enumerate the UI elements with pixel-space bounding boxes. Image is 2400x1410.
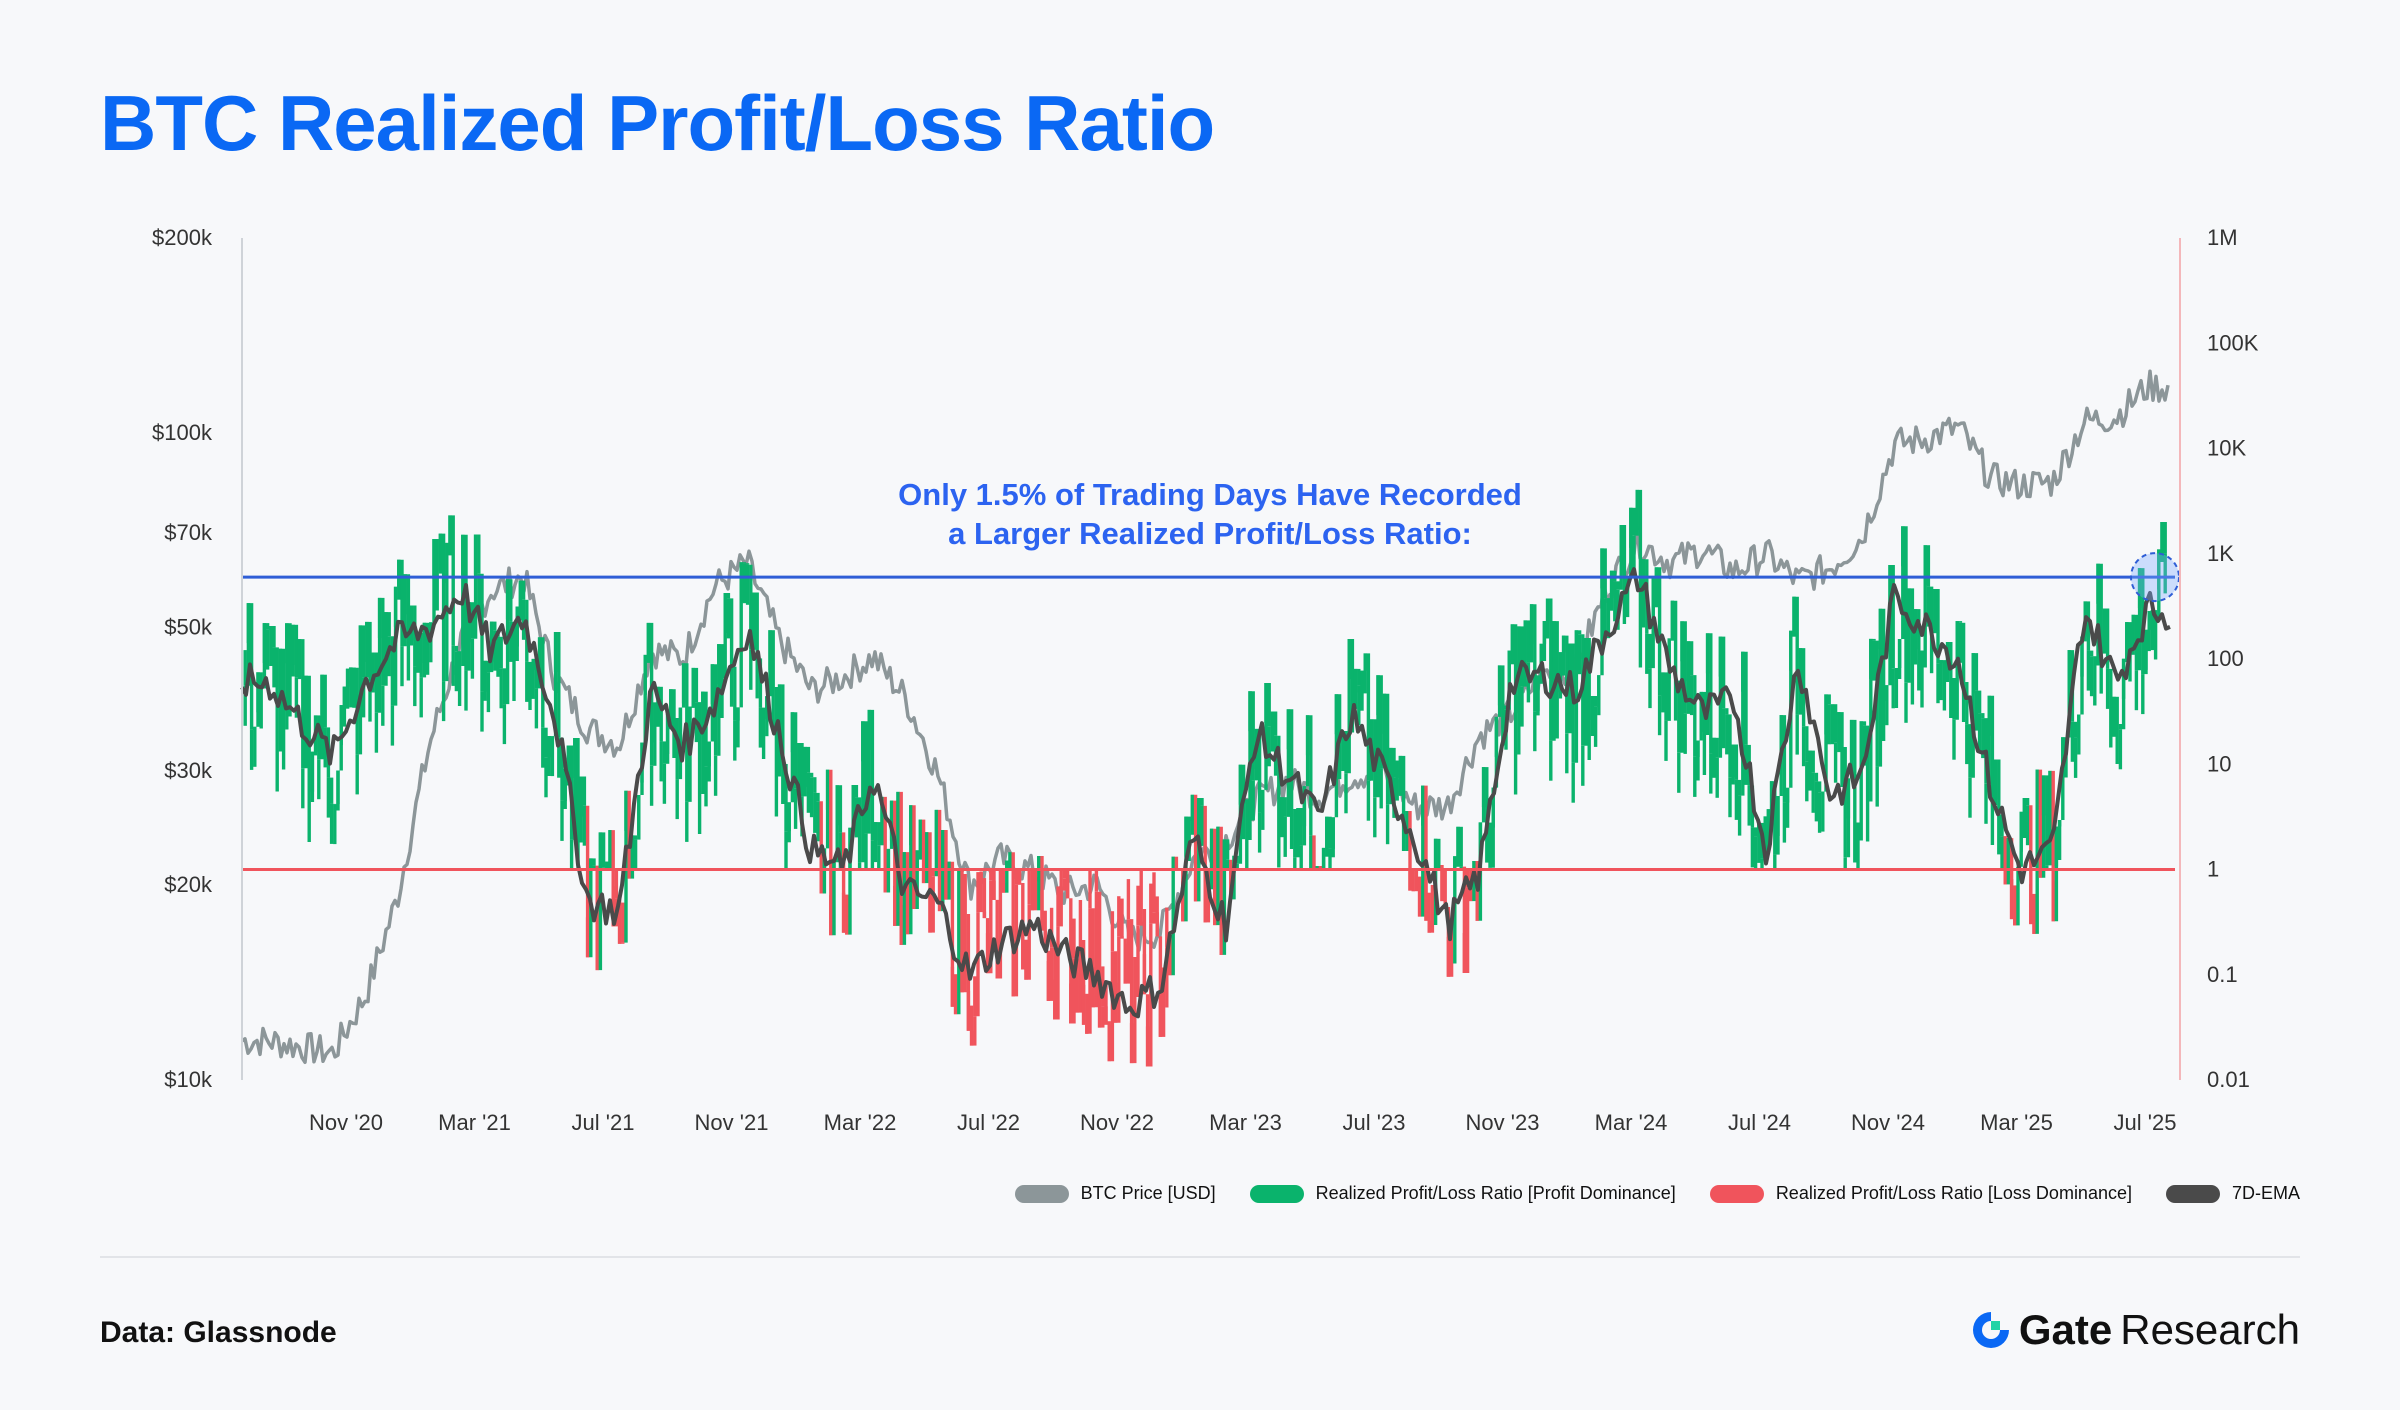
data-source: Data: Glassnode bbox=[100, 1316, 337, 1349]
x-axis-tick-label: Jul '21 bbox=[572, 1110, 635, 1135]
legend-swatch bbox=[1709, 1184, 1764, 1203]
x-axis-tick-label: Jul '25 bbox=[2114, 1110, 2177, 1135]
left-axis-tick-label: $100k bbox=[152, 420, 213, 445]
legend-swatch bbox=[1249, 1184, 1304, 1203]
x-axis-tick-label: Nov '21 bbox=[695, 1110, 769, 1135]
page-title: BTC Realized Profit/Loss Ratio bbox=[100, 79, 1215, 167]
left-axis-tick-label: $10k bbox=[164, 1067, 213, 1092]
ratio-bars-layer bbox=[243, 489, 2167, 1067]
legend-item-profit-dominance[interactable]: Realized Profit/Loss Ratio [Profit Domin… bbox=[1249, 1183, 1676, 1204]
right-axis-tick-label: 1 bbox=[2207, 857, 2219, 882]
legend-swatch bbox=[2165, 1184, 2220, 1203]
left-axis-tick-label: $50k bbox=[164, 615, 213, 640]
axes-layer: $200k $100k $70k $50k $30k $20k $10k 1M 100K 10K 1… bbox=[152, 225, 2259, 1135]
legend-label: BTC Price [USD] bbox=[1080, 1183, 1216, 1203]
x-axis-tick-label: Jul '23 bbox=[1343, 1110, 1406, 1135]
left-axis-tick-label: $200k bbox=[152, 225, 213, 250]
annotation-text: Only 1.5% of Trading Days Have Recorded bbox=[898, 477, 1522, 512]
x-axis-tick-label: Mar '25 bbox=[1980, 1110, 2053, 1135]
x-axis-tick-label: Nov '20 bbox=[309, 1110, 383, 1135]
x-axis-tick-label: Jul '22 bbox=[957, 1110, 1020, 1135]
right-axis-tick-label: 100 bbox=[2207, 646, 2244, 671]
left-axis-tick-label: $70k bbox=[164, 520, 213, 545]
chart: $200k $100k $70k $50k $30k $20k $10k 1M 100K 10K 1… bbox=[152, 225, 2259, 1135]
annotation-layer: Only 1.5% of Trading Days Have Recorded a… bbox=[898, 477, 1522, 551]
annotation-text: a Larger Realized Profit/Loss Ratio: bbox=[948, 516, 1472, 551]
legend-item-ema[interactable]: 7D-EMA bbox=[2165, 1183, 2300, 1204]
gate-logo-icon bbox=[1972, 1312, 2009, 1348]
x-axis-tick-label: Nov '24 bbox=[1851, 1110, 1925, 1135]
right-axis-tick-label: 10K bbox=[2207, 436, 2246, 461]
footer-divider bbox=[100, 1256, 2300, 1258]
x-axis-tick-label: Jul '24 bbox=[1728, 1110, 1791, 1135]
x-axis-tick-label: Mar '21 bbox=[438, 1110, 511, 1135]
highlight-marker bbox=[2130, 552, 2180, 603]
legend-label: Realized Profit/Loss Ratio [Loss Dominan… bbox=[1775, 1183, 2132, 1203]
x-axis-tick-label: Mar '23 bbox=[1209, 1110, 1282, 1135]
reference-lines-layer bbox=[242, 552, 2180, 871]
legend: BTC Price [USD] Realized Profit/Loss Rat… bbox=[1014, 1183, 2300, 1204]
right-axis-tick-label: 0.01 bbox=[2207, 1067, 2250, 1092]
left-axis-tick-label: $30k bbox=[164, 758, 213, 783]
x-axis-tick-label: Nov '23 bbox=[1466, 1110, 1540, 1135]
brand-suffix: Research bbox=[2120, 1306, 2300, 1353]
right-axis-tick-label: 10 bbox=[2207, 751, 2231, 776]
legend-item-btc-price[interactable]: BTC Price [USD] bbox=[1014, 1183, 1216, 1204]
brand-name: Gate bbox=[2018, 1306, 2113, 1353]
legend-item-loss-dominance[interactable]: Realized Profit/Loss Ratio [Loss Dominan… bbox=[1709, 1183, 2132, 1204]
legend-label: 7D-EMA bbox=[2231, 1183, 2300, 1203]
legend-swatch bbox=[1014, 1184, 1069, 1203]
x-axis-tick-label: Nov '22 bbox=[1080, 1110, 1154, 1135]
right-axis-tick-label: 1K bbox=[2207, 541, 2234, 566]
right-axis-tick-label: 0.1 bbox=[2207, 962, 2238, 987]
left-axis-tick-label: $20k bbox=[164, 872, 213, 897]
brand-logo: Gate Research bbox=[1971, 1306, 2300, 1354]
legend-label: Realized Profit/Loss Ratio [Profit Domin… bbox=[1315, 1183, 1676, 1203]
x-axis-tick-label: Mar '22 bbox=[824, 1110, 897, 1135]
x-axis-tick-label: Mar '24 bbox=[1595, 1110, 1668, 1135]
right-axis-tick-label: 1M bbox=[2207, 225, 2238, 250]
right-axis-tick-label: 100K bbox=[2207, 330, 2259, 355]
